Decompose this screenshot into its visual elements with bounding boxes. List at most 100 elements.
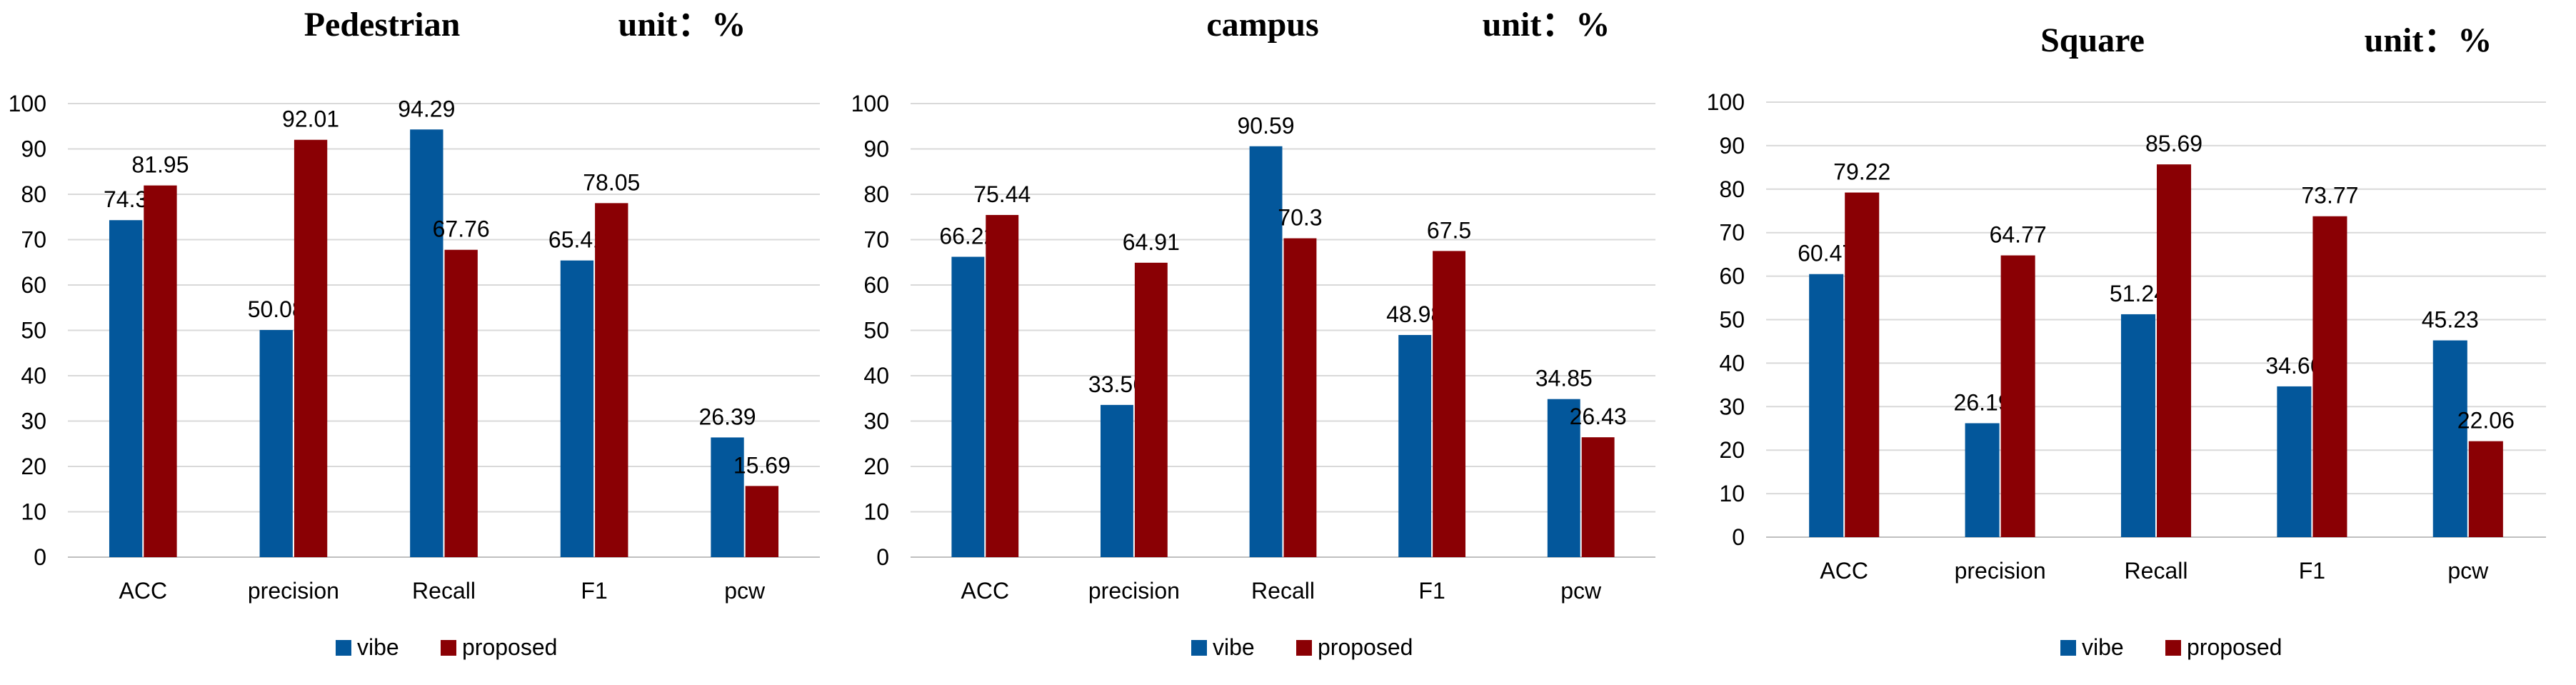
bar-vibe-acc[interactable] bbox=[951, 256, 985, 557]
y-tick-label: 70 bbox=[21, 227, 46, 253]
bar-vibe-acc[interactable] bbox=[1809, 274, 1844, 537]
legend-swatch-vibe bbox=[336, 640, 351, 656]
data-label-proposed-acc: 81.95 bbox=[131, 152, 189, 178]
x-tick-label: F1 bbox=[1418, 578, 1445, 604]
y-tick-label: 30 bbox=[21, 409, 46, 434]
bar-proposed-f1[interactable] bbox=[595, 203, 628, 557]
y-tick-label: 50 bbox=[863, 318, 889, 344]
y-tick-label: 0 bbox=[34, 544, 46, 570]
bar-proposed-f1[interactable] bbox=[2312, 216, 2347, 537]
bar-proposed-recall[interactable] bbox=[1283, 238, 1317, 557]
data-label-proposed-f1: 78.05 bbox=[583, 169, 640, 195]
x-tick-label: precision bbox=[1955, 558, 2046, 584]
bar-vibe-recall[interactable] bbox=[1249, 146, 1283, 558]
x-tick-label: ACC bbox=[961, 578, 1010, 604]
y-tick-label: 40 bbox=[21, 363, 46, 389]
chart-unit-label: unit：% bbox=[2365, 21, 2492, 59]
bar-proposed-precision[interactable] bbox=[294, 139, 328, 557]
bar-proposed-pcw[interactable] bbox=[2468, 441, 2503, 537]
x-tick-label: precision bbox=[1088, 578, 1180, 604]
legend-swatch-vibe bbox=[1191, 640, 1207, 656]
bar-vibe-precision[interactable] bbox=[259, 329, 293, 557]
bar-proposed-acc[interactable] bbox=[1845, 192, 1880, 537]
x-tick-label: F1 bbox=[581, 578, 607, 604]
bar-proposed-pcw[interactable] bbox=[1581, 437, 1615, 557]
data-label-proposed-recall: 67.76 bbox=[433, 216, 490, 242]
bar-vibe-precision[interactable] bbox=[1965, 423, 2000, 537]
data-label-proposed-precision: 64.77 bbox=[1990, 222, 2047, 248]
bar-vibe-precision[interactable] bbox=[1101, 404, 1133, 557]
data-label-proposed-pcw: 15.69 bbox=[733, 452, 791, 478]
x-tick-label: Recall bbox=[2125, 558, 2188, 584]
bar-proposed-acc[interactable] bbox=[144, 185, 177, 557]
bar-proposed-recall[interactable] bbox=[444, 249, 478, 557]
y-tick-label: 10 bbox=[21, 499, 46, 525]
y-tick-label: 10 bbox=[1719, 481, 1745, 506]
legend-label-proposed: proposed bbox=[2187, 634, 2282, 660]
chart-title: Pedestrian bbox=[304, 6, 461, 44]
bar-vibe-f1[interactable] bbox=[560, 260, 594, 557]
legend-swatch-proposed bbox=[2165, 640, 2181, 656]
chart-title: campus bbox=[1206, 6, 1318, 44]
y-tick-label: 60 bbox=[1719, 264, 1745, 289]
x-tick-label: precision bbox=[248, 578, 339, 604]
legend-swatch-proposed bbox=[441, 640, 456, 656]
x-tick-label: pcw bbox=[1560, 578, 1602, 604]
bar-vibe-recall[interactable] bbox=[410, 129, 443, 558]
x-tick-label: ACC bbox=[119, 578, 168, 604]
data-label-vibe-recall: 90.59 bbox=[1238, 113, 1295, 139]
y-tick-label: 40 bbox=[1719, 350, 1745, 376]
y-tick-label: 90 bbox=[863, 136, 889, 162]
bar-proposed-recall[interactable] bbox=[2157, 164, 2192, 538]
bar-vibe-pcw[interactable] bbox=[2432, 340, 2467, 537]
bar-proposed-precision[interactable] bbox=[2000, 255, 2035, 537]
bar-vibe-pcw[interactable] bbox=[1547, 399, 1580, 557]
y-tick-label: 20 bbox=[21, 454, 46, 479]
bar-proposed-acc[interactable] bbox=[986, 214, 1019, 557]
x-tick-label: Recall bbox=[412, 578, 476, 604]
data-label-vibe-pcw: 26.39 bbox=[698, 404, 756, 429]
y-tick-label: 80 bbox=[1719, 176, 1745, 202]
bar-vibe-f1[interactable] bbox=[1398, 334, 1432, 557]
y-tick-label: 10 bbox=[863, 499, 889, 525]
bar-proposed-f1[interactable] bbox=[1433, 251, 1465, 557]
x-tick-label: ACC bbox=[1820, 558, 1868, 584]
chart-unit-label: unit：% bbox=[1483, 6, 1610, 44]
y-tick-label: 60 bbox=[863, 272, 889, 298]
bar-proposed-pcw[interactable] bbox=[745, 486, 779, 557]
bar-vibe-acc[interactable] bbox=[109, 220, 143, 557]
y-tick-label: 0 bbox=[1732, 524, 1745, 550]
y-tick-label: 70 bbox=[863, 227, 889, 253]
legend-label-vibe: vibe bbox=[2082, 634, 2124, 660]
chart-unit-label: unit：% bbox=[618, 6, 746, 44]
data-label-proposed-f1: 73.77 bbox=[2301, 183, 2358, 209]
y-tick-label: 70 bbox=[1719, 220, 1745, 246]
legend-swatch-proposed bbox=[1296, 640, 1312, 656]
y-tick-label: 60 bbox=[21, 272, 46, 298]
y-tick-label: 50 bbox=[21, 318, 46, 344]
data-label-proposed-recall: 70.3 bbox=[1278, 205, 1322, 231]
y-tick-label: 100 bbox=[9, 91, 46, 116]
y-tick-label: 90 bbox=[1719, 133, 1745, 159]
data-label-proposed-pcw: 26.43 bbox=[1570, 404, 1627, 429]
data-label-proposed-recall: 85.69 bbox=[2145, 131, 2202, 156]
bar-vibe-recall[interactable] bbox=[2120, 314, 2155, 537]
legend-label-proposed: proposed bbox=[462, 634, 557, 660]
y-tick-label: 0 bbox=[876, 544, 889, 570]
bar-proposed-precision[interactable] bbox=[1134, 262, 1168, 557]
data-label-vibe-pcw: 34.85 bbox=[1535, 366, 1593, 391]
data-label-vibe-pcw: 45.23 bbox=[2422, 307, 2479, 333]
y-tick-label: 40 bbox=[863, 363, 889, 389]
chart-title: Square bbox=[2040, 21, 2145, 59]
y-tick-label: 100 bbox=[1707, 89, 1745, 115]
legend-swatch-vibe bbox=[2060, 640, 2076, 656]
bar-vibe-pcw[interactable] bbox=[711, 437, 744, 557]
x-tick-label: Recall bbox=[1251, 578, 1315, 604]
x-tick-label: pcw bbox=[2447, 558, 2489, 584]
data-label-proposed-acc: 75.44 bbox=[973, 181, 1031, 207]
y-tick-label: 80 bbox=[863, 181, 889, 207]
chart-campus: 010203040506070809010066.2275.44ACC33.56… bbox=[851, 6, 1655, 660]
y-tick-label: 30 bbox=[1719, 394, 1745, 419]
bar-vibe-f1[interactable] bbox=[2277, 386, 2312, 537]
